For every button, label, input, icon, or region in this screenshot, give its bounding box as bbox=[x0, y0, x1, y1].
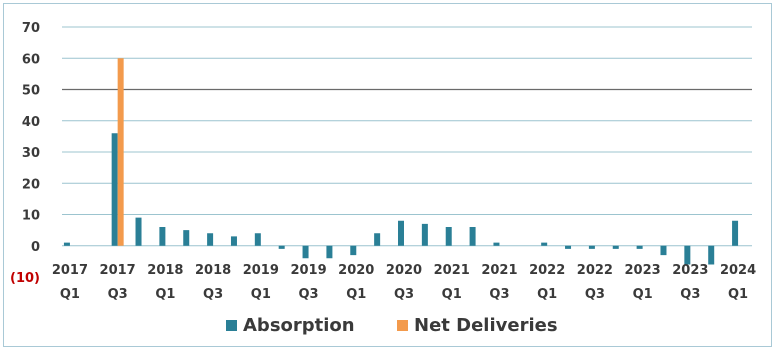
absorption-bar bbox=[660, 245, 667, 256]
x-tick-year: 2018 bbox=[147, 263, 183, 278]
absorption-bar bbox=[493, 242, 500, 246]
gridlines bbox=[62, 26, 752, 247]
y-tick-label: (10) bbox=[10, 271, 40, 286]
absorption-bar bbox=[183, 230, 190, 246]
x-tick-year: 2023 bbox=[672, 263, 708, 278]
x-tick-quarter: Q3 bbox=[489, 287, 509, 302]
x-tick-year: 2020 bbox=[386, 263, 422, 278]
absorption-bar bbox=[254, 233, 261, 246]
absorption-bar bbox=[732, 220, 739, 246]
absorption-bar bbox=[135, 217, 142, 246]
x-tick-quarter: Q3 bbox=[298, 287, 318, 302]
x-tick-year: 2022 bbox=[529, 263, 565, 278]
x-tick-quarter: Q1 bbox=[346, 287, 366, 302]
y-tick-label: 40 bbox=[22, 115, 40, 130]
x-axis-labels: 2017 Q1 2017 Q3 2018 Q1 2018 Q3 2019 Q1 2019 Q3 2020… bbox=[52, 263, 756, 302]
y-tick-label: 70 bbox=[22, 21, 40, 36]
x-tick-quarter: Q3 bbox=[108, 287, 128, 302]
absorption-bar bbox=[350, 245, 357, 256]
y-tick-label: 60 bbox=[22, 52, 40, 67]
x-tick-quarter: Q1 bbox=[60, 287, 80, 302]
absorption-bar bbox=[63, 242, 70, 246]
absorption-bar bbox=[207, 233, 214, 246]
y-tick-label: 50 bbox=[22, 84, 40, 99]
y-tick-label: 10 bbox=[22, 209, 40, 224]
x-tick-quarter: Q1 bbox=[537, 287, 557, 302]
absorption-bar bbox=[636, 245, 643, 249]
x-tick-quarter: Q1 bbox=[633, 287, 653, 302]
absorption-bar bbox=[302, 245, 309, 259]
absorption-bar bbox=[278, 245, 285, 249]
absorption-bar bbox=[230, 236, 237, 246]
y-tick-label: 30 bbox=[22, 146, 40, 161]
absorption-bar bbox=[612, 245, 619, 249]
absorption-bar bbox=[111, 133, 118, 246]
absorption-bar bbox=[588, 245, 595, 249]
x-tick-quarter: Q1 bbox=[155, 287, 175, 302]
y-tick-label: 0 bbox=[31, 240, 40, 255]
legend: Absorption Net Deliveries bbox=[226, 315, 558, 336]
absorption-bar bbox=[159, 227, 166, 246]
absorption-bar bbox=[469, 227, 476, 246]
absorption-bar bbox=[708, 245, 715, 265]
bars bbox=[63, 58, 739, 265]
absorption-bar bbox=[421, 223, 428, 246]
x-tick-year: 2024 bbox=[720, 263, 756, 278]
absorption-bar bbox=[374, 233, 381, 246]
x-tick-year: 2021 bbox=[434, 263, 470, 278]
x-tick-quarter: Q3 bbox=[394, 287, 414, 302]
x-tick-year: 2018 bbox=[195, 263, 231, 278]
x-tick-year: 2017 bbox=[52, 263, 88, 278]
x-tick-year: 2020 bbox=[338, 263, 374, 278]
absorption-bar bbox=[565, 245, 572, 249]
x-tick-year: 2017 bbox=[100, 263, 136, 278]
absorption-bar bbox=[398, 220, 404, 246]
x-tick-year: 2023 bbox=[625, 263, 661, 278]
x-tick-quarter: Q3 bbox=[203, 287, 223, 302]
x-tick-quarter: Q1 bbox=[442, 287, 462, 302]
absorption-bar bbox=[541, 242, 548, 246]
legend-swatch bbox=[397, 320, 408, 331]
net-deliveries-bar bbox=[117, 58, 124, 246]
y-tick-label: 20 bbox=[22, 177, 40, 192]
legend-label: Net Deliveries bbox=[414, 315, 558, 336]
x-tick-year: 2021 bbox=[481, 263, 517, 278]
x-tick-quarter: Q3 bbox=[585, 287, 605, 302]
legend-label: Absorption bbox=[243, 315, 355, 336]
x-tick-quarter: Q1 bbox=[728, 287, 748, 302]
absorption-bar bbox=[326, 245, 333, 259]
x-tick-quarter: Q3 bbox=[680, 287, 700, 302]
y-axis-labels: 70 60 50 40 30 20 10 0 (10) bbox=[10, 21, 40, 286]
chart-frame bbox=[3, 3, 772, 347]
x-tick-year: 2019 bbox=[290, 263, 326, 278]
x-tick-year: 2019 bbox=[243, 263, 279, 278]
legend-swatch bbox=[226, 320, 237, 331]
x-tick-year: 2022 bbox=[577, 263, 613, 278]
absorption-bar bbox=[684, 245, 691, 265]
x-tick-quarter: Q1 bbox=[251, 287, 271, 302]
absorption-bar bbox=[445, 227, 452, 246]
